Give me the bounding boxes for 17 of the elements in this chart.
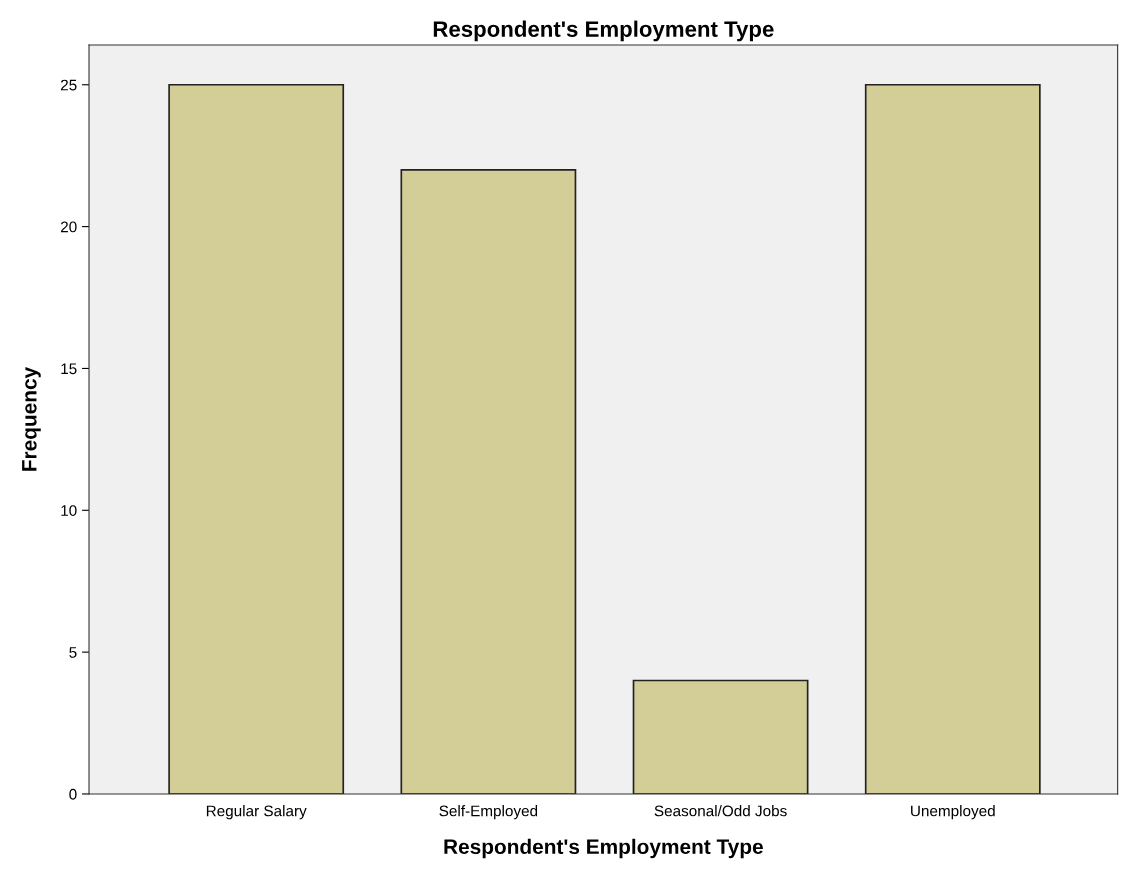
- y-tick-label: 5: [69, 647, 77, 658]
- y-tick-label: 10: [61, 505, 77, 516]
- x-tick-label: Self-Employed: [439, 805, 538, 820]
- y-tick-label: 20: [60, 221, 77, 233]
- x-tick-label: Regular Salary: [206, 805, 307, 820]
- bar: [400, 169, 577, 794]
- x-tick-label: Unemployed: [911, 805, 995, 820]
- y-tick-label: 15: [61, 363, 77, 375]
- y-tick-label: 25: [60, 79, 77, 91]
- x-axis-title: Respondent's Employment Type: [444, 838, 763, 859]
- x-tick-label: Seasonal/Odd Jobs: [654, 805, 787, 817]
- bar: [168, 83, 345, 794]
- bar: [632, 679, 809, 794]
- y-axis-title: Frequency: [22, 366, 41, 471]
- bar: [864, 83, 1041, 794]
- chart-title: Respondent's Employment Type: [433, 20, 774, 42]
- y-tick-label: 0: [69, 788, 77, 800]
